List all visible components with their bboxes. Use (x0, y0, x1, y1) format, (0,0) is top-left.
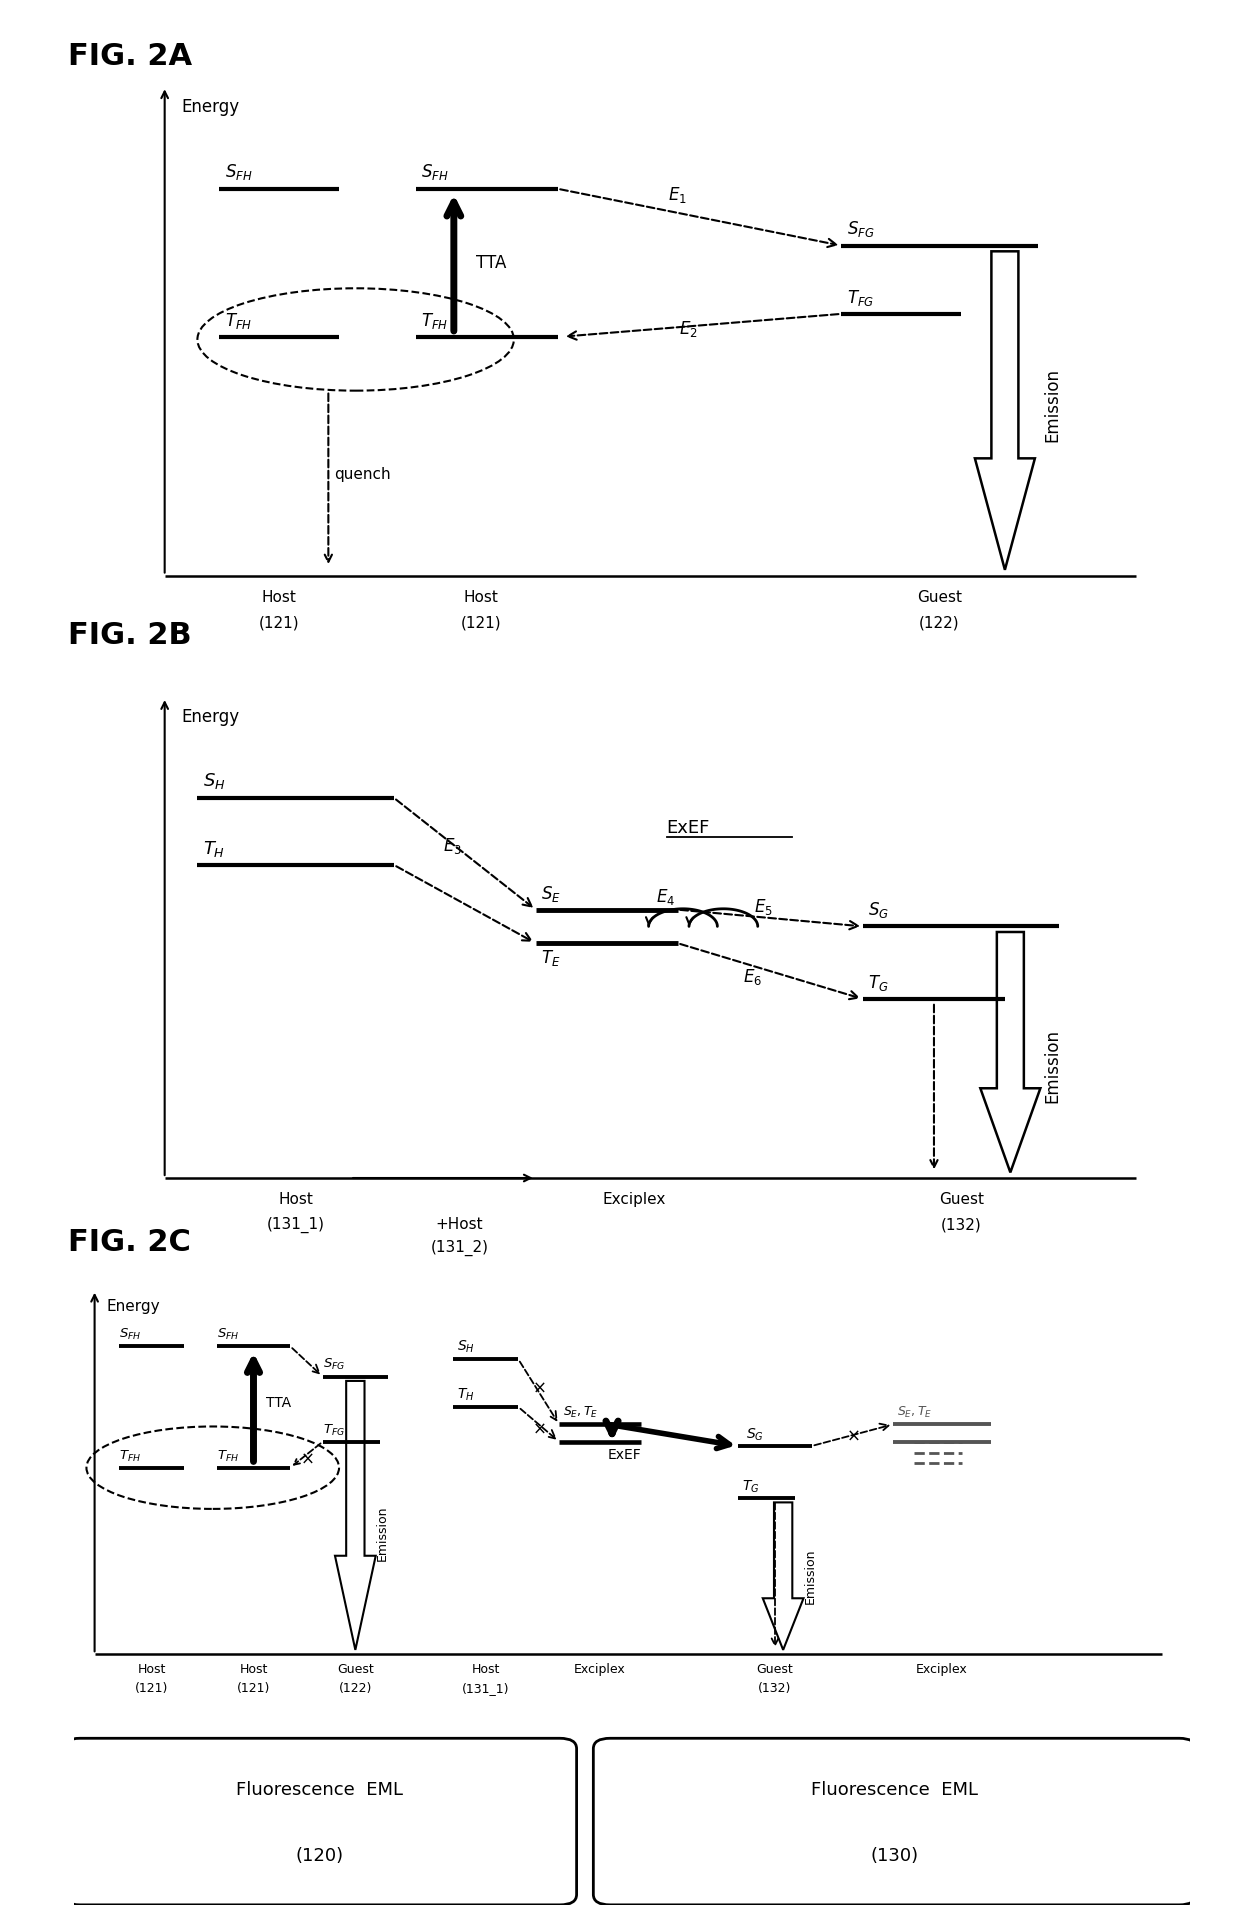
Text: $T_{FH}$: $T_{FH}$ (217, 1450, 239, 1463)
Text: Exciplex: Exciplex (603, 1192, 666, 1207)
Text: $E_1$: $E_1$ (668, 185, 687, 204)
Text: (132): (132) (941, 1217, 982, 1232)
Text: Host: Host (262, 590, 296, 605)
Text: Host: Host (138, 1662, 166, 1675)
Text: TTA: TTA (265, 1396, 291, 1409)
Text: Host: Host (471, 1662, 500, 1675)
Text: $T_{FG}$: $T_{FG}$ (322, 1423, 345, 1438)
FancyBboxPatch shape (63, 1739, 577, 1905)
Text: $S_{FH}$: $S_{FH}$ (119, 1326, 141, 1342)
Text: Guest: Guest (756, 1662, 794, 1675)
Text: ExEF: ExEF (608, 1448, 642, 1461)
Text: Fluorescence  EML: Fluorescence EML (237, 1781, 403, 1799)
Text: $E_3$: $E_3$ (443, 837, 463, 856)
Text: $S_G$: $S_G$ (868, 900, 889, 920)
Text: +Host: +Host (435, 1217, 484, 1232)
Text: (121): (121) (259, 615, 300, 630)
Text: $S_E$: $S_E$ (541, 885, 560, 904)
Text: Host: Host (278, 1192, 312, 1207)
Text: (121): (121) (237, 1683, 270, 1695)
Text: $S_H$: $S_H$ (458, 1338, 475, 1355)
Text: $S_H$: $S_H$ (203, 771, 226, 790)
Polygon shape (335, 1380, 376, 1650)
Text: $S_E, T_E$: $S_E, T_E$ (563, 1406, 599, 1419)
Text: FIG. 2C: FIG. 2C (68, 1228, 191, 1257)
Text: quench: quench (334, 467, 391, 482)
Text: Guest: Guest (916, 590, 962, 605)
Text: Exciplex: Exciplex (916, 1662, 968, 1675)
Text: $T_H$: $T_H$ (203, 839, 224, 860)
Polygon shape (981, 931, 1040, 1172)
Text: $S_{FH}$: $S_{FH}$ (422, 162, 449, 181)
Text: Energy: Energy (181, 98, 239, 116)
Text: $\times$: $\times$ (846, 1427, 859, 1444)
Text: Guest: Guest (337, 1662, 373, 1675)
Text: $S_{FH}$: $S_{FH}$ (224, 162, 253, 181)
Text: $T_{FH}$: $T_{FH}$ (422, 310, 449, 332)
Text: $T_E$: $T_E$ (541, 949, 560, 968)
Text: (121): (121) (461, 615, 501, 630)
Text: (120): (120) (296, 1847, 343, 1864)
Text: (131_1): (131_1) (267, 1217, 325, 1234)
Text: $T_G$: $T_G$ (868, 974, 889, 993)
Text: Emission: Emission (1043, 368, 1061, 442)
Text: Host: Host (464, 590, 498, 605)
Text: $\times$: $\times$ (532, 1379, 546, 1396)
Text: $S_E, T_E$: $S_E, T_E$ (898, 1406, 932, 1419)
Text: $T_{FG}$: $T_{FG}$ (847, 287, 874, 308)
Text: Exciplex: Exciplex (574, 1662, 626, 1675)
Text: (130): (130) (870, 1847, 919, 1864)
Text: $S_{FH}$: $S_{FH}$ (217, 1326, 239, 1342)
Text: (131_1): (131_1) (463, 1683, 510, 1695)
Text: $S_{FG}$: $S_{FG}$ (847, 218, 874, 239)
FancyBboxPatch shape (593, 1739, 1195, 1905)
Text: (122): (122) (339, 1683, 372, 1695)
Text: ExEF: ExEF (667, 819, 711, 837)
Text: $T_{FH}$: $T_{FH}$ (119, 1450, 141, 1463)
Text: Energy: Energy (181, 708, 239, 727)
Polygon shape (975, 251, 1035, 571)
Text: Host: Host (239, 1662, 268, 1675)
Text: $S_G$: $S_G$ (746, 1427, 764, 1442)
Text: Guest: Guest (939, 1192, 983, 1207)
Text: TTA: TTA (476, 254, 506, 272)
Text: $E_6$: $E_6$ (743, 968, 763, 987)
Text: (132): (132) (759, 1683, 791, 1695)
Text: $\times$: $\times$ (300, 1450, 314, 1467)
Text: FIG. 2A: FIG. 2A (68, 42, 192, 71)
Text: Emission: Emission (804, 1548, 816, 1604)
Text: Emission: Emission (1043, 1030, 1061, 1103)
Text: $T_G$: $T_G$ (743, 1479, 760, 1494)
Text: FIG. 2B: FIG. 2B (68, 621, 192, 650)
Text: $E_2$: $E_2$ (680, 318, 698, 339)
Text: Emission: Emission (376, 1506, 388, 1560)
Text: (121): (121) (135, 1683, 169, 1695)
Text: $T_{FH}$: $T_{FH}$ (224, 310, 252, 332)
Text: $E_5$: $E_5$ (754, 897, 773, 918)
Text: $E_4$: $E_4$ (656, 887, 675, 906)
Text: Energy: Energy (107, 1299, 160, 1313)
Text: $S_{FG}$: $S_{FG}$ (322, 1357, 345, 1373)
Text: Fluorescence  EML: Fluorescence EML (811, 1781, 978, 1799)
Text: (131_2): (131_2) (430, 1240, 489, 1255)
Text: $\times$: $\times$ (532, 1419, 546, 1438)
Text: (122): (122) (919, 615, 960, 630)
Text: $T_H$: $T_H$ (458, 1386, 475, 1404)
Polygon shape (763, 1502, 804, 1650)
